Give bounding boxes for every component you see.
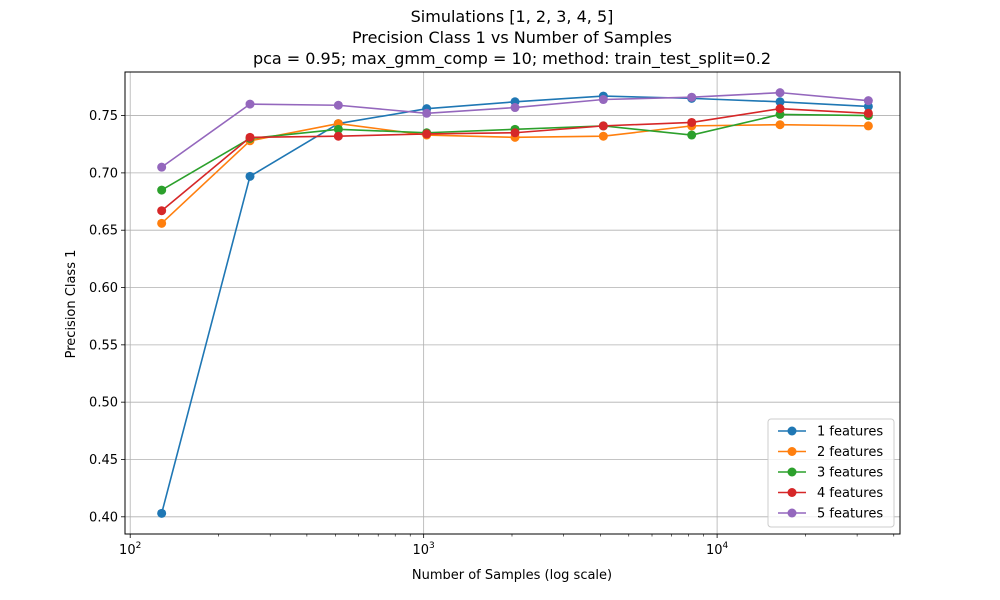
x-tick-label: 102	[119, 541, 141, 558]
legend-label: 5 features	[817, 507, 883, 522]
data-point	[245, 132, 255, 142]
legend-item: 5 features	[778, 507, 883, 522]
legend-marker	[787, 426, 797, 436]
data-point	[510, 128, 520, 138]
data-point	[157, 206, 167, 216]
series	[157, 88, 873, 518]
y-tick-label: 0.40	[89, 510, 118, 525]
data-point	[863, 121, 873, 131]
data-point	[157, 162, 167, 172]
y-tick-label: 0.75	[89, 109, 118, 124]
legend-marker	[787, 447, 797, 456]
y-axis-ticks: 0.40 0.45 0.50 0.55 0.60 0.65 0.70 0.75	[89, 109, 125, 525]
data-point	[775, 120, 785, 130]
series-4	[157, 104, 873, 216]
title-line-1: Simulations [1, 2, 3, 4, 5]	[411, 7, 614, 26]
legend-item: 3 features	[778, 466, 883, 481]
data-point	[245, 171, 255, 181]
data-point	[687, 130, 697, 140]
y-tick-label: 0.50	[89, 396, 118, 411]
title-line-3: pca = 0.95; max_gmm_comp = 10; method: t…	[253, 49, 771, 69]
data-point	[157, 185, 167, 195]
data-point	[422, 129, 432, 139]
plot-area-frame	[124, 71, 901, 535]
legend-marker	[787, 467, 797, 477]
legend-marker	[787, 488, 797, 497]
y-tick-label: 0.65	[89, 224, 118, 239]
legend-item: 2 features	[778, 445, 883, 460]
data-point	[157, 508, 167, 518]
title-line-2: Precision Class 1 vs Number of Samples	[352, 28, 672, 47]
data-point	[598, 121, 608, 131]
legend-item: 4 features	[778, 486, 883, 501]
data-point	[333, 131, 343, 141]
data-point	[687, 117, 697, 127]
data-point	[863, 108, 873, 118]
legend-label: 2 features	[817, 445, 883, 460]
data-point	[775, 97, 785, 107]
x-tick-label: 104	[706, 541, 729, 558]
data-point	[598, 95, 608, 105]
data-point	[245, 99, 255, 109]
x-axis-label: Number of Samples (log scale)	[412, 568, 612, 583]
data-point	[510, 103, 520, 113]
y-tick-label: 0.70	[89, 166, 118, 181]
chart-title: Simulations [1, 2, 3, 4, 5] Precision Cl…	[253, 7, 771, 69]
data-point	[422, 108, 432, 118]
data-point	[775, 104, 785, 114]
legend-marker	[787, 508, 797, 518]
legend-label: 3 features	[817, 466, 883, 481]
y-tick-label: 0.45	[89, 453, 118, 468]
legend-label: 4 features	[817, 486, 883, 501]
legend: 1 features 2 features 3 features 4 features…	[767, 418, 895, 528]
data-point	[687, 92, 697, 102]
y-axis-label: Precision Class 1	[64, 250, 79, 359]
y-tick-label: 0.60	[89, 281, 118, 296]
data-point	[333, 124, 343, 134]
data-point	[598, 131, 608, 141]
x-tick-label: 103	[413, 541, 435, 558]
data-point	[157, 218, 167, 228]
data-point	[775, 88, 785, 98]
legend-label: 1 features	[817, 425, 883, 440]
series-5	[157, 88, 873, 172]
legend-item: 1 features	[778, 425, 883, 440]
legend-box	[767, 418, 895, 528]
x-axis-ticks: 102 103 104	[119, 534, 729, 558]
data-point	[863, 96, 873, 106]
data-point	[333, 100, 343, 110]
y-tick-label: 0.55	[89, 338, 118, 353]
